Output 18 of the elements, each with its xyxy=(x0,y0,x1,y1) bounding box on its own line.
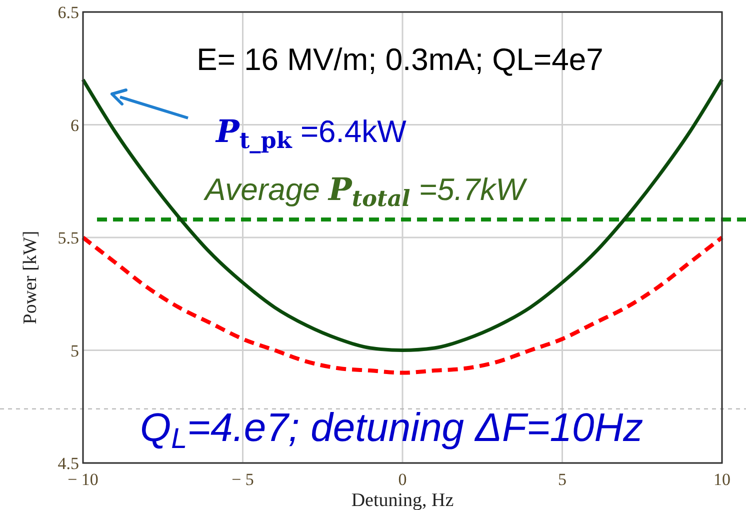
y-tick-label: 4.5 xyxy=(58,454,79,473)
x-tick-label: 0 xyxy=(398,470,407,489)
annotation: Q$_{L}$=4.e7; detuning ΔF=10Hz xyxy=(140,406,644,456)
x-tick-label: − 5 xyxy=(232,470,254,489)
annotation: P$_{t_pk}$ =6.4kW xyxy=(215,114,408,154)
x-tick-label: − 10 xyxy=(68,470,98,489)
line-series xyxy=(81,78,724,352)
x-tick-label: 10 xyxy=(714,470,730,489)
annotation: Average P$_{total}$ =5.7kW xyxy=(203,172,528,212)
line-series xyxy=(81,236,724,375)
annotation: E= 16 MV/m; 0.3mA; QL=4e7 xyxy=(196,42,604,77)
x-tick-label: 5 xyxy=(558,470,566,489)
y-tick-label: 5.5 xyxy=(58,228,79,248)
y-axis-title: Power [kW] xyxy=(20,230,41,324)
x-axis-title: Detuning, Hz xyxy=(351,490,454,510)
y-tick-label: 5 xyxy=(70,341,79,360)
y-tick-label: 6 xyxy=(70,116,79,135)
y-tick-label: 6.5 xyxy=(58,3,79,22)
